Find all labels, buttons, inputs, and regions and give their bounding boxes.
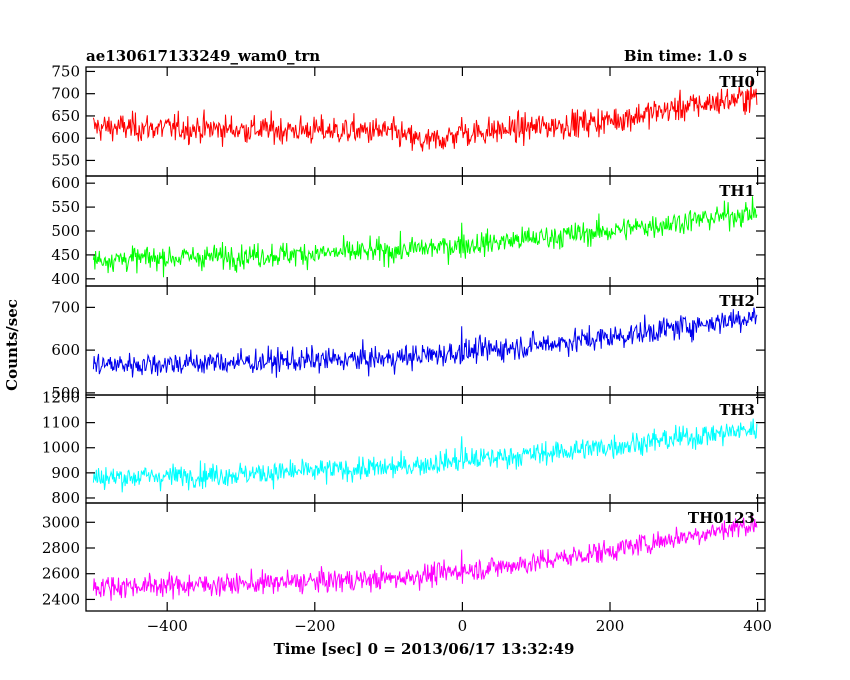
- x-axis-label: Time [sec] 0 = 2013/06/17 13:32:49: [274, 640, 575, 658]
- panel-frame-th0123: [85, 502, 766, 612]
- y-tick-label: 500: [51, 222, 80, 240]
- panel-label-th0123: TH0123: [688, 509, 755, 527]
- x-tick-label: 0: [458, 617, 468, 635]
- x-tick-label: 200: [596, 617, 625, 635]
- chart-title: ae130617133249_wam0_trn: [86, 47, 320, 65]
- y-tick-label: 750: [51, 62, 80, 80]
- y-tick-label: 550: [51, 151, 80, 169]
- panel-label-th0: TH0: [719, 73, 755, 91]
- bin-time-label: Bin time: 1.0 s: [624, 47, 747, 65]
- series-line-th1: [92, 196, 758, 278]
- series-line-th0123: [92, 513, 758, 601]
- y-tick-label: 900: [51, 464, 80, 482]
- y-tick-label: 500: [51, 384, 80, 402]
- y-tick-label: 700: [51, 298, 80, 316]
- y-tick-label: 400: [51, 270, 80, 288]
- series-line-th2: [92, 307, 758, 378]
- series-line-th3: [92, 418, 758, 493]
- y-tick-label: 800: [51, 489, 80, 507]
- y-tick-label: 2600: [42, 565, 80, 583]
- panel-frame-th2: [85, 285, 766, 396]
- panel-label-th1: TH1: [719, 182, 755, 200]
- y-tick-label: 550: [51, 198, 80, 216]
- panel-frame-th1: [85, 175, 766, 287]
- series-line-th0: [92, 80, 758, 152]
- y-axis-label: Counts/sec: [3, 299, 21, 391]
- panel-frame-th3: [85, 394, 766, 504]
- y-tick-label: 1000: [42, 439, 80, 457]
- y-tick-label: 600: [51, 129, 80, 147]
- x-tick-label: −200: [294, 617, 335, 635]
- y-tick-label: 1200: [42, 389, 80, 407]
- panel-label-th3: TH3: [719, 401, 755, 419]
- y-tick-label: 2400: [42, 590, 80, 608]
- x-tick-label: 400: [743, 617, 772, 635]
- y-tick-label: 1100: [42, 414, 80, 432]
- y-tick-label: 3000: [42, 513, 80, 531]
- y-tick-label: 700: [51, 85, 80, 103]
- y-tick-label: 650: [51, 107, 80, 125]
- y-tick-label: 2800: [42, 539, 80, 557]
- y-tick-label: 600: [51, 174, 80, 192]
- y-tick-label: 600: [51, 341, 80, 359]
- panels-group: 550 600 650 700 750 TH0 400 450 500 550 600 TH1 500 6…: [42, 62, 772, 635]
- panel-label-th2: TH2: [719, 292, 755, 310]
- x-tick-label: −400: [147, 617, 188, 635]
- y-tick-label: 450: [51, 246, 80, 264]
